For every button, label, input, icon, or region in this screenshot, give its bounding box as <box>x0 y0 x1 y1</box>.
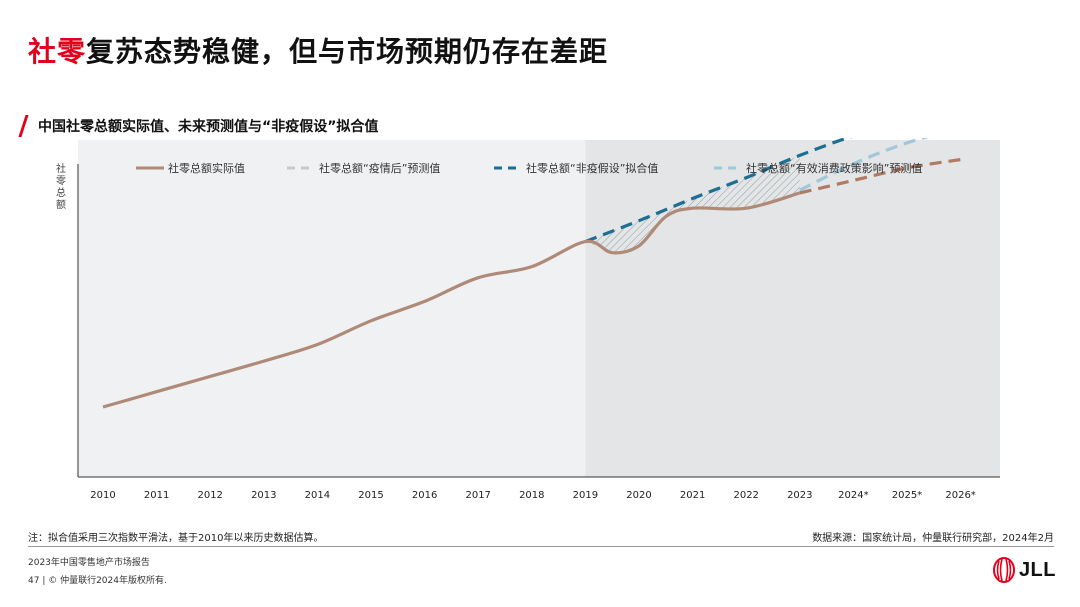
data-source: 数据来源：国家统计局，仲量联行研究部，2024年2月 <box>812 533 1054 544</box>
report-name: 2023年中国零售地产市场报告 <box>28 558 150 568</box>
x-tick-label: 2025* <box>892 490 922 501</box>
series-line-2 <box>799 138 929 192</box>
legend-label: 社零总额“有效消费政策影响”预测值 <box>746 161 922 175</box>
legend-label: 社零总额“非疫假设”拟合值 <box>526 161 658 175</box>
x-tick-label: 2013 <box>251 490 276 501</box>
gap-hatch-area <box>585 155 800 253</box>
x-tick-label: 2017 <box>465 490 490 501</box>
line-chart: 社零总额 2010 2011 2012 2013 2014 2015 2016 2017 2018… <box>56 138 1000 501</box>
legend-label: 社零总额实际值 <box>168 161 245 175</box>
history-background <box>78 140 586 477</box>
x-tick-label: 2023 <box>787 490 812 501</box>
x-tick-label: 2019 <box>573 490 598 501</box>
series-line-3 <box>799 158 961 195</box>
y-axis-label-char: 额 <box>56 198 66 211</box>
x-tick-label: 2015 <box>358 490 383 501</box>
x-tick-label: 2026* <box>945 490 975 501</box>
x-tick-label: 2024* <box>838 490 868 501</box>
jll-logo-icon <box>992 557 1015 583</box>
footer-divider <box>28 546 1054 547</box>
y-axis-label-char: 社 <box>56 162 66 175</box>
legend-label: 社零总额“疫情后”预测值 <box>319 161 440 175</box>
x-tick-label: 2022 <box>733 490 758 501</box>
title-rest: 复苏态势稳健，但与市场预期仍存在差距 <box>86 35 609 68</box>
y-axis-label-char: 零 <box>56 175 66 187</box>
x-tick-label: 2021 <box>680 490 705 501</box>
footnote: 注：拟合值采用三次指数平滑法，基于2010年以来历史数据估算。 <box>28 533 324 544</box>
chart-area: 社零总额 2010 2011 2012 2013 2014 2015 2016 2017 2018… <box>0 138 1080 510</box>
x-tick-label: 2020 <box>626 490 651 501</box>
chart-subtitle: 中国社零总额实际值、未来预测值与“非疫假设”拟合值 <box>38 119 379 135</box>
x-tick-label: 2012 <box>197 490 222 501</box>
y-axis-label-char: 总 <box>56 186 66 199</box>
x-tick-label: 2010 <box>90 490 115 501</box>
series-line-0 <box>102 191 801 409</box>
page-number-copyright: 47 | © 仲量联行2024年版权所有. <box>28 576 167 586</box>
jll-logo: JLL <box>992 556 1056 584</box>
page-title: 社零复苏态势稳健，但与市场预期仍存在差距 <box>28 30 608 70</box>
subtitle-accent-slash <box>18 115 29 137</box>
title-highlight: 社零 <box>28 35 87 68</box>
jll-logo-text: JLL <box>1018 558 1056 581</box>
x-tick-label: 2016 <box>412 490 437 501</box>
x-tick-label: 2014 <box>305 490 330 501</box>
x-tick-label: 2018 <box>519 490 544 501</box>
x-tick-label: 2011 <box>144 490 169 501</box>
series-line-1 <box>584 138 853 244</box>
